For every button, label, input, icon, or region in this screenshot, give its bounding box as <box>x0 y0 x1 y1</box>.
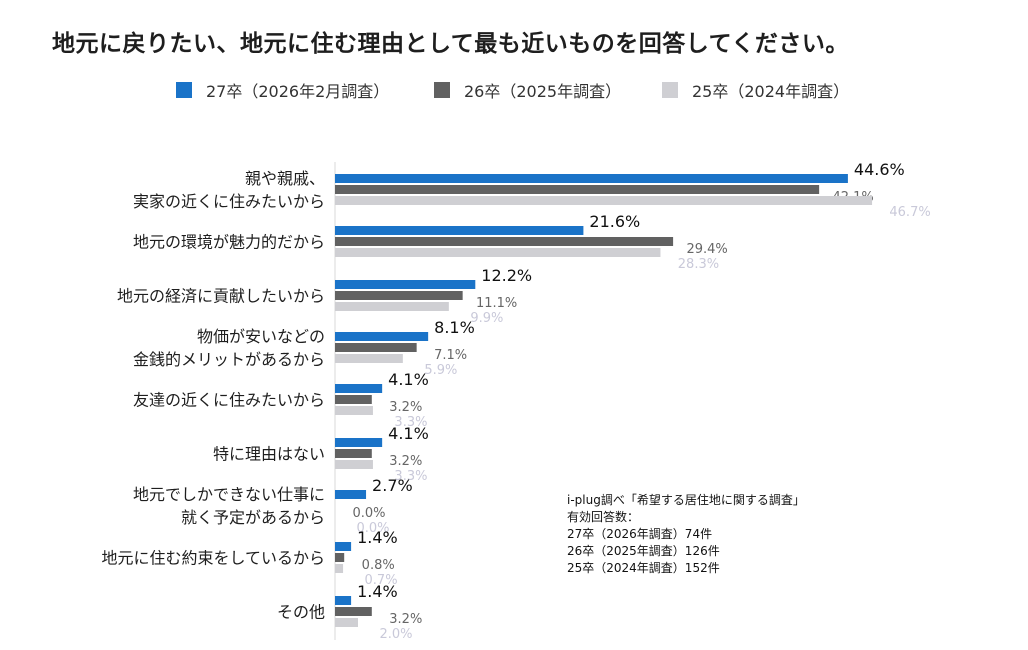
data-label-26: 29.4% <box>686 242 727 257</box>
bar-26 <box>335 291 463 300</box>
legend-swatch-27 <box>176 82 192 98</box>
legend-item-26: 26卒（2025年調査） <box>434 78 621 102</box>
bar-27 <box>335 280 476 289</box>
legend-label-27: 27卒（2026年2月調査） <box>206 82 390 101</box>
data-label-27: 8.1% <box>434 318 475 337</box>
source-line-27: 27卒（2026年調査）74件 <box>567 527 713 541</box>
category-label: 地元でしかできない仕事に <box>133 485 325 504</box>
category-label: 特に理由はない <box>213 445 325 464</box>
source-line-respondents: 有効回答数： <box>567 510 640 524</box>
bar-26 <box>335 185 820 194</box>
bar-26 <box>335 607 372 616</box>
bar-25 <box>335 460 373 469</box>
source-line-survey: i-plug調べ「希望する居住地に関する調査」 <box>567 493 805 507</box>
data-label-26: 11.1% <box>476 296 517 311</box>
data-label-25: 9.9% <box>470 311 503 326</box>
data-label-27: 12.2% <box>481 266 532 285</box>
bar-25 <box>335 406 373 415</box>
bar-27 <box>335 332 429 341</box>
bar-25 <box>335 618 358 627</box>
legend-swatch-25 <box>662 82 678 98</box>
legend-item-27: 27卒（2026年2月調査） <box>176 78 389 102</box>
data-label-26: 0.0% <box>352 506 385 521</box>
legend-label-26: 26卒（2025年調査） <box>464 82 622 101</box>
bar-27 <box>335 438 383 447</box>
category-label: 地元の経済に貢献したいから <box>117 287 325 306</box>
data-label-27: 2.7% <box>372 476 413 495</box>
category-label: 就く予定があるから <box>181 508 325 527</box>
source-line-26: 26卒（2025年調査）126件 <box>567 544 720 558</box>
data-label-26: 0.8% <box>362 558 395 573</box>
bar-26 <box>335 343 417 352</box>
chart-title: 地元に戻りたい、地元に住む理由として最も近いものを回答してください。 <box>52 31 849 57</box>
bar-27 <box>335 542 352 551</box>
data-label-27: 44.6% <box>854 160 905 179</box>
data-label-27: 4.1% <box>388 370 429 389</box>
bar-25 <box>335 564 344 573</box>
data-label-26: 7.1% <box>434 348 467 363</box>
data-label-26: 3.2% <box>389 400 422 415</box>
bar-26 <box>335 395 372 404</box>
category-label: 親や親戚、 <box>245 169 325 188</box>
data-label-26: 3.2% <box>389 612 422 627</box>
bar-27 <box>335 490 367 499</box>
data-label-25: 3.3% <box>394 415 427 430</box>
data-label-27: 1.4% <box>357 582 398 601</box>
data-label-25: 2.0% <box>379 627 412 642</box>
data-label-25: 3.3% <box>394 469 427 484</box>
bar-25 <box>335 196 873 205</box>
data-label-27: 1.4% <box>357 528 398 547</box>
bar-27 <box>335 174 848 183</box>
data-label-25: 0.0% <box>356 521 389 536</box>
bar-25 <box>335 248 661 257</box>
data-label-27: 4.1% <box>388 424 429 443</box>
bar-25 <box>335 302 449 311</box>
category-label: 地元の環境が魅力的だから <box>133 233 325 252</box>
data-label-25: 0.7% <box>365 573 398 588</box>
chart-legend: 27卒（2026年2月調査） 26卒（2025年調査） 25卒（2024年調査） <box>0 78 1028 102</box>
category-label: その他 <box>277 603 325 622</box>
category-label: 実家の近くに住みたいから <box>133 192 325 211</box>
category-label: 物価が安いなどの <box>197 327 325 346</box>
bar-26 <box>335 449 372 458</box>
bar-27 <box>335 384 383 393</box>
category-label: 地元に住む約束をしているから <box>101 549 325 568</box>
data-label-27: 21.6% <box>589 212 640 231</box>
legend-item-25: 25卒（2024年調査） <box>662 78 849 102</box>
bar-26 <box>335 237 674 246</box>
legend-swatch-26 <box>434 82 450 98</box>
source-note: i-plug調べ「希望する居住地に関する調査」 有効回答数： 27卒（2026年… <box>567 492 805 577</box>
bar-27 <box>335 596 352 605</box>
data-label-26: 3.2% <box>389 454 422 469</box>
category-label: 金銭的メリットがあるから <box>133 350 325 369</box>
data-label-25: 46.7% <box>889 205 930 220</box>
data-label-25: 5.9% <box>424 363 457 378</box>
legend-label-25: 25卒（2024年調査） <box>692 82 850 101</box>
bar-26 <box>335 553 345 562</box>
data-label-25: 28.3% <box>678 257 719 272</box>
category-label: 友達の近くに住みたいから <box>133 391 325 410</box>
bar-27 <box>335 226 584 235</box>
source-line-25: 25卒（2024年調査）152件 <box>567 561 720 575</box>
bar-25 <box>335 354 403 363</box>
